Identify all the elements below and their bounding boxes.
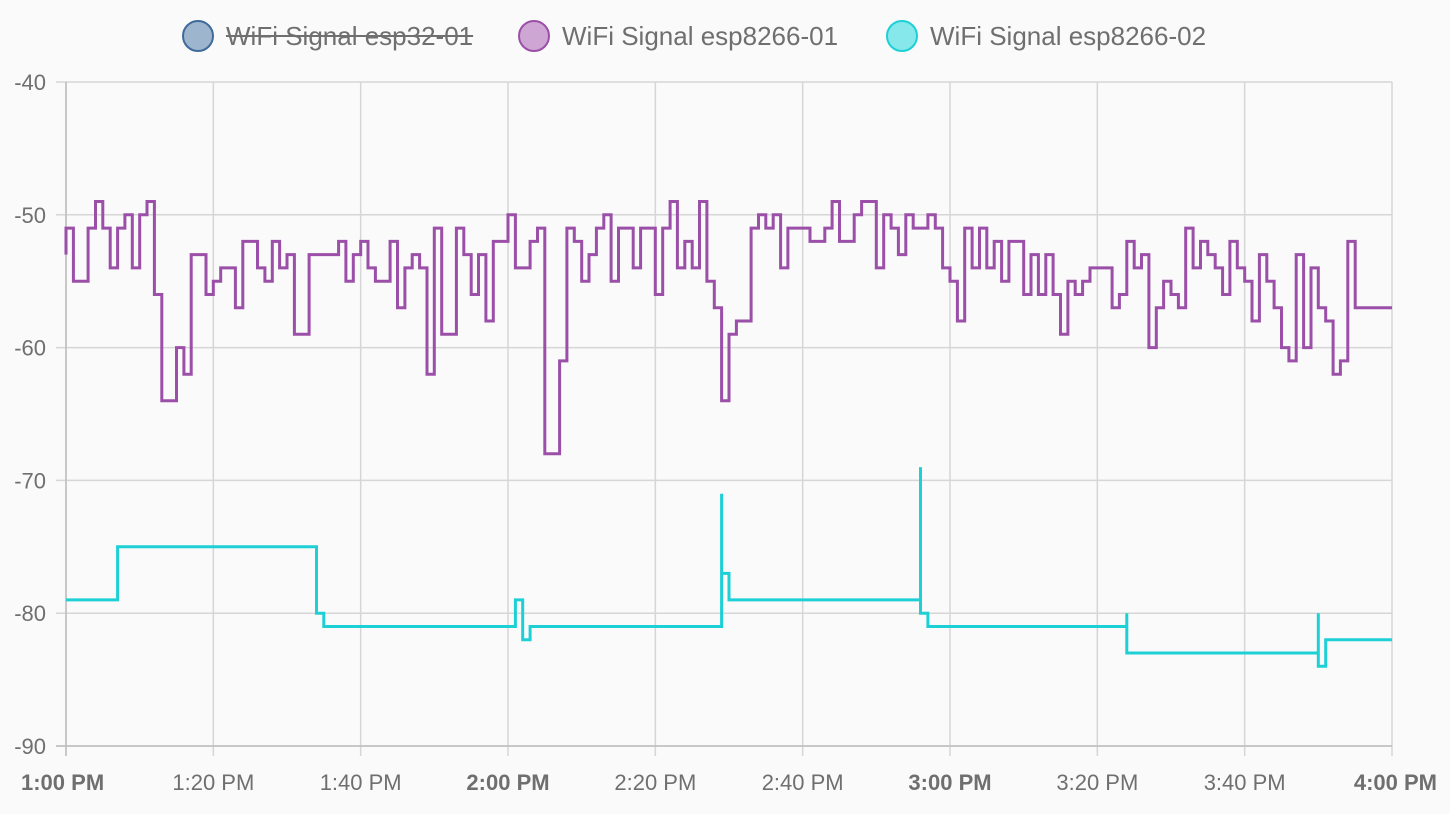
x-tick-label: 4:00 PM xyxy=(1354,770,1437,795)
y-tick-label: -50 xyxy=(14,203,46,228)
legend[interactable]: WiFi Signal esp32-01 WiFi Signal esp8266-… xyxy=(182,20,1206,52)
y-tick-label: -70 xyxy=(14,468,46,493)
legend-item[interactable]: WiFi Signal esp8266-02 xyxy=(886,20,1206,52)
y-tick-label: -60 xyxy=(14,336,46,361)
x-tick-label: 2:20 PM xyxy=(614,770,696,795)
y-tick-label: -80 xyxy=(14,601,46,626)
series-line-wifi-signal-esp8266-01[interactable] xyxy=(64,200,1392,456)
series-lines xyxy=(64,200,1392,668)
y-tick-label: -90 xyxy=(14,734,46,759)
y-tick-label: -40 xyxy=(14,70,46,95)
grid xyxy=(56,81,1393,756)
x-tick-label: 2:00 PM xyxy=(466,770,549,795)
legend-item[interactable]: WiFi Signal esp32-01 xyxy=(182,20,474,52)
x-tick-label: 1:00 PM xyxy=(21,770,104,795)
series-line-wifi-signal-esp8266-02[interactable] xyxy=(66,467,1392,668)
x-tick-label: 3:40 PM xyxy=(1204,770,1286,795)
legend-swatch xyxy=(518,20,550,52)
legend-swatch xyxy=(182,20,214,52)
x-tick-label: 1:20 PM xyxy=(172,770,254,795)
x-tick-label: 1:40 PM xyxy=(320,770,402,795)
legend-label: WiFi Signal esp8266-02 xyxy=(930,21,1206,51)
legend-item[interactable]: WiFi Signal esp8266-01 xyxy=(518,20,838,52)
legend-label: WiFi Signal esp8266-01 xyxy=(562,21,838,51)
axes: -40 -50 -60 -70 -80 -90 1:00 PM 1:20 PM 1:40 PM 2… xyxy=(14,70,1437,795)
x-tick-label: 3:00 PM xyxy=(908,770,991,795)
legend-swatch xyxy=(886,20,918,52)
x-tick-label: 2:40 PM xyxy=(762,770,844,795)
x-tick-label: 3:20 PM xyxy=(1056,770,1138,795)
